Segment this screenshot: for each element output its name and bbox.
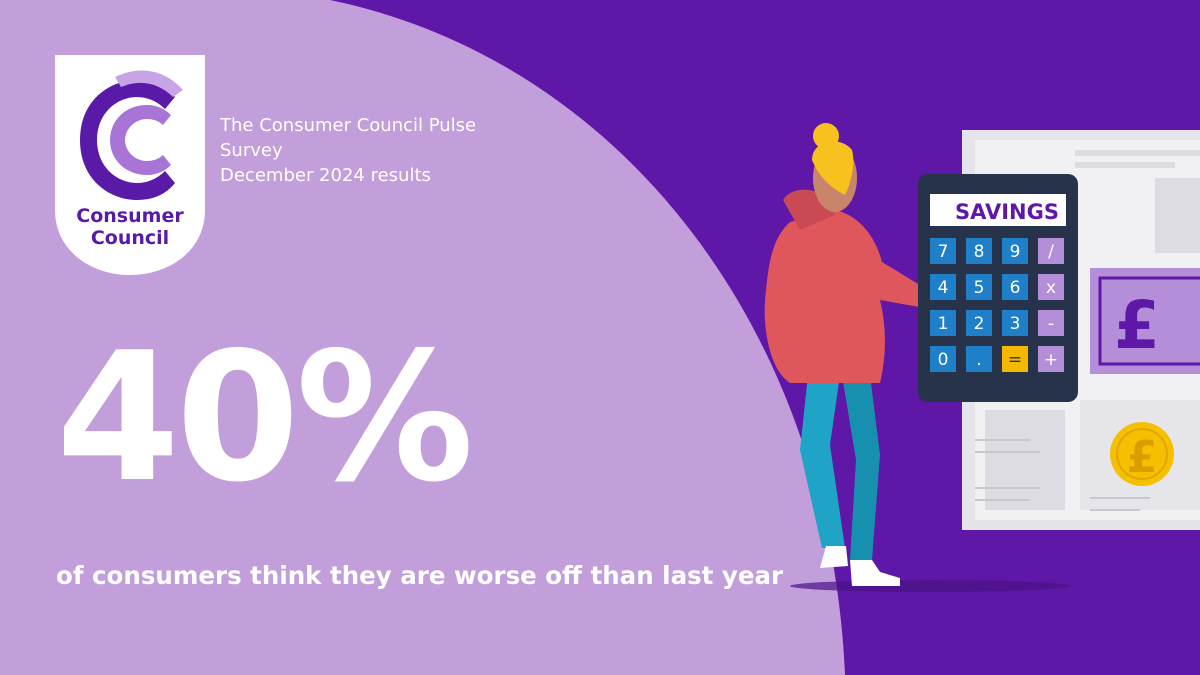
calculator-key: 6 [1002,274,1028,300]
calculator-key: 2 [966,310,992,336]
calculator-key: 4 [930,274,956,300]
survey-title-line-2: Survey [220,140,283,161]
calculator-key: 3 [1002,310,1028,336]
calculator-key: 5 [966,274,992,300]
calculator-key-face [1038,238,1064,264]
calculator-keys: 7 8 9 / 4 5 6 x 1 2 3 - 0. = + [930,238,1064,372]
survey-title-line-1: The Consumer Council Pulse [220,115,477,136]
survey-title-line-3: December 2024 results [220,165,431,186]
calculator-key-face [1002,310,1028,336]
calculator-key-label: + [1044,350,1058,370]
logo-swoosh [115,70,183,97]
calculator-key-label: 2 [974,314,985,334]
calculator-key-label: - [1048,314,1054,334]
calculator-key: x [1038,274,1064,300]
headline-statistic: 40% [56,314,474,521]
calculator-key-label: x [1046,278,1056,298]
calculator-key-face [930,310,956,336]
statistic-caption: of consumers think they are worse off th… [56,561,784,590]
calculator-key-face [1002,346,1028,372]
pound-symbol-coin: £ [1127,432,1158,483]
calculator-key-label: 5 [974,278,985,298]
logo-line-1: Consumer [76,205,184,227]
calculator-key-label: 8 [974,242,985,262]
consumer-council-logo [55,55,205,275]
calculator-key-label: 3 [1010,314,1021,334]
calculator-key: + [1038,346,1064,372]
calculator-key-label: 9 [1010,242,1021,262]
calculator-key-face [1002,274,1028,300]
calculator-display-text: SAVINGS [955,200,1059,224]
calculator-key-face [1038,310,1064,336]
calculator-key-label: / [1048,242,1054,262]
pound-symbol-note: £ [1114,287,1160,364]
calculator-key-label: . [976,350,981,370]
calculator: SAVINGS 7 8 9 / 4 5 6 x 1 2 3 - 0. = + [918,174,1078,402]
calculator-key-face [966,310,992,336]
calculator-key: 0 [930,346,956,372]
calculator-key-face [966,238,992,264]
calculator-key-label: 1 [938,314,949,334]
light-purple-curve [0,0,845,675]
calculator-display [930,194,1066,226]
calculator-key: 9 [1002,238,1028,264]
calculator-key-face [930,238,956,264]
calculator-key: / [1038,238,1064,264]
calculator-key: . [966,346,992,372]
calculator-key-label: 4 [938,278,949,298]
calculator-key-face [966,346,992,372]
logo-outer-c [80,80,175,200]
person-illustration [764,123,947,586]
calculator-key-label: 7 [938,242,949,262]
calculator-key: - [1038,310,1064,336]
calculator-key-face [1038,346,1064,372]
calculator-key: = [1002,346,1028,372]
calculator-key-face [1038,274,1064,300]
coin: £ [1110,422,1174,486]
calculator-key: 7 [930,238,956,264]
calculator-key: 8 [966,238,992,264]
calculator-key-face [930,346,956,372]
survey-title: The Consumer Council Pulse Survey Decemb… [220,113,540,188]
calculator-key-label: 6 [1010,278,1021,298]
calculator-key-label: 0 [938,350,949,370]
banknote: £ [1090,268,1200,374]
calculator-key-face [1002,238,1028,264]
calculator-key-face [930,274,956,300]
calculator-key-face [966,274,992,300]
logo-inner-c [110,105,171,175]
logo-line-2: Council [90,227,170,249]
calculator-key: 1 [930,310,956,336]
logo-wordmark: Consumer Council [55,205,205,249]
calculator-key-label: = [1008,350,1022,370]
floor-shadow [790,580,1070,592]
calculator-body [918,174,1078,402]
